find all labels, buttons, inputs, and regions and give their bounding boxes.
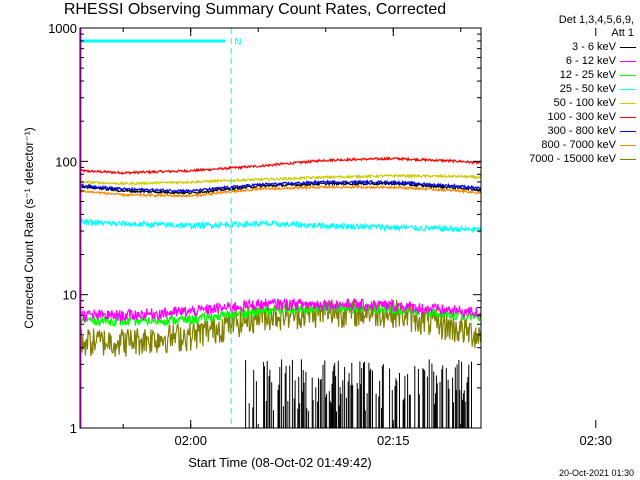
annotation-n: N xyxy=(234,37,241,48)
y-tick-label: 10 xyxy=(63,288,77,303)
legend-rows: 3 - 6 keV 6 - 12 keV 12 - 25 keV 25 - 50 ke… xyxy=(488,40,636,166)
axis-ticks xyxy=(80,27,597,429)
legend-entry: 300 - 800 keV xyxy=(488,124,636,138)
legend-swatch xyxy=(620,60,636,62)
legend-label: 3 - 6 keV xyxy=(571,41,616,53)
night-markers: N xyxy=(80,28,241,428)
x-tick-label: 02:15 xyxy=(377,433,410,448)
legend-entry: 6 - 12 keV xyxy=(488,54,636,68)
legend-swatch xyxy=(620,74,636,76)
series-layer xyxy=(80,156,481,428)
legend-label: 12 - 25 keV xyxy=(559,69,616,81)
legend-entry: 800 - 7000 keV xyxy=(488,138,636,152)
legend-label: 6 - 12 keV xyxy=(565,55,616,67)
series-line-7 xyxy=(80,301,481,328)
legend: Det 1,3,4,5,6,9, Att 1 3 - 6 keV 6 - 12 k… xyxy=(488,14,636,166)
legend-label: 7000 - 15000 keV xyxy=(529,153,616,165)
legend-header-line-2: Att 1 xyxy=(611,27,634,39)
legend-swatch xyxy=(620,144,636,146)
legend-header-line-1: Det 1,3,4,5,6,9, xyxy=(558,14,634,26)
y-tick-label: 1000 xyxy=(48,21,77,36)
legend-label: 800 - 7000 keV xyxy=(541,139,616,151)
x-tick-label: 02:00 xyxy=(174,433,207,448)
date-stamp: 20-Oct-2021 01:30 xyxy=(558,468,634,478)
legend-swatch xyxy=(620,102,636,104)
series-line-2 xyxy=(80,180,481,195)
legend-label: 50 - 100 keV xyxy=(553,97,616,109)
series-line-6 xyxy=(80,297,481,357)
series-line-8 xyxy=(80,297,481,322)
legend-entry: 7000 - 15000 keV xyxy=(488,152,636,166)
y-tick-label: 100 xyxy=(55,154,77,169)
x-axis-title: Start Time (08-Oct-02 01:49:42) xyxy=(188,455,372,470)
series-line-0 xyxy=(80,156,481,176)
series-line-3 xyxy=(80,179,481,194)
chart-title: RHESSI Observing Summary Count Rates, Co… xyxy=(63,1,447,18)
y-axis-title: Corrected Count Rate (s⁻¹ detector⁻¹) xyxy=(22,127,36,329)
legend-entry: 25 - 50 keV xyxy=(488,82,636,96)
legend-entry: 100 - 300 keV xyxy=(488,110,636,124)
series-line-4 xyxy=(80,184,481,199)
legend-swatch xyxy=(620,116,636,118)
legend-entry: 50 - 100 keV xyxy=(488,96,636,110)
x-tick-label: 02:30 xyxy=(579,433,612,448)
legend-swatch xyxy=(620,88,636,90)
series-line-1 xyxy=(80,172,481,187)
legend-label: 25 - 50 keV xyxy=(559,83,616,95)
legend-label: 300 - 800 keV xyxy=(547,125,617,137)
plot-frame xyxy=(79,27,482,429)
legend-entry: 12 - 25 keV xyxy=(488,68,636,82)
legend-label: 100 - 300 keV xyxy=(547,111,617,123)
y-tick-label: 1 xyxy=(70,421,77,436)
legend-swatch xyxy=(620,158,636,160)
series-line-5 xyxy=(80,218,481,234)
legend-swatch xyxy=(620,46,636,48)
legend-entry: 3 - 6 keV xyxy=(488,40,636,54)
legend-swatch xyxy=(620,130,636,132)
